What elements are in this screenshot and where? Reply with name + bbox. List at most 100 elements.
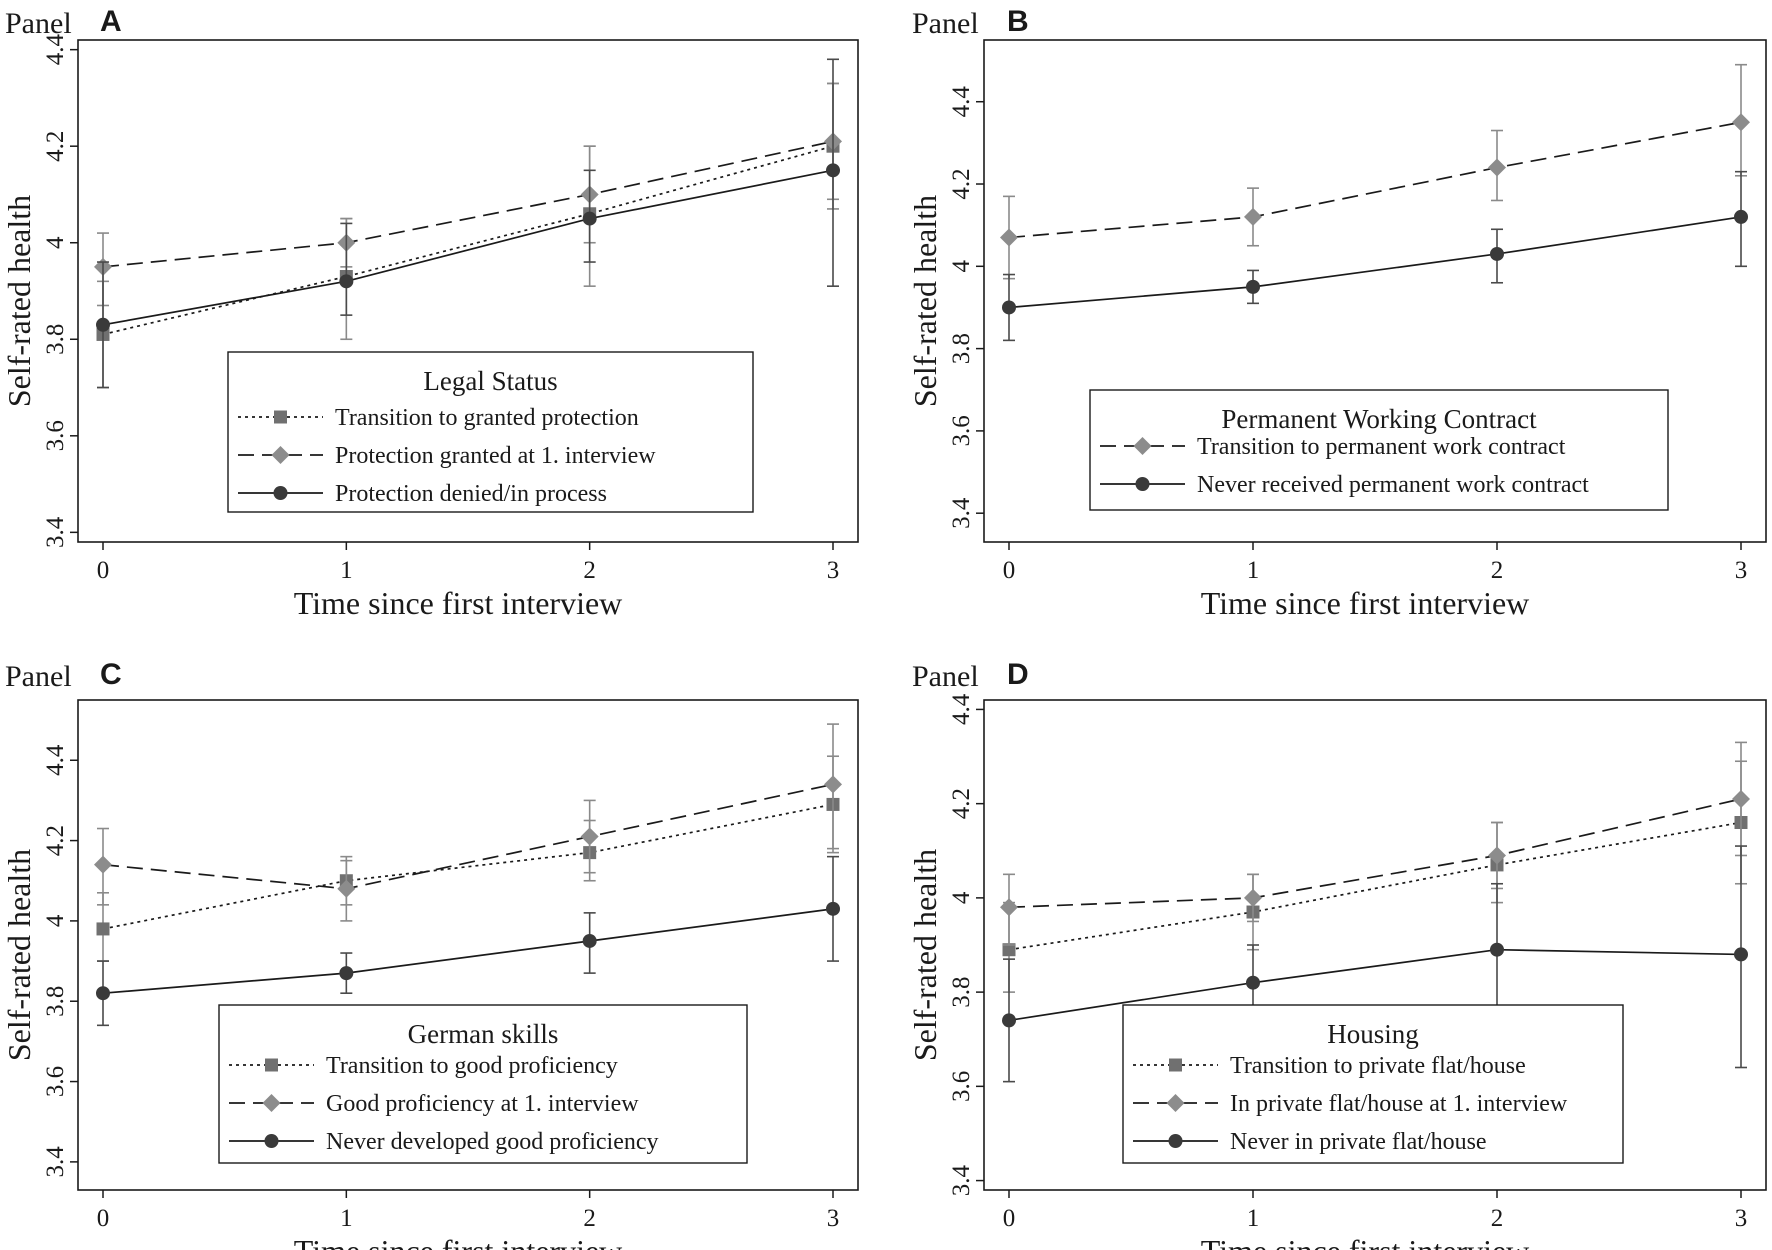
series-2 [94, 723, 842, 922]
legend-label: Transition to permanent work contract [1197, 434, 1566, 460]
data-point [1734, 209, 1748, 224]
legend-label: Transition to good proficiency [326, 1053, 618, 1079]
y-tick-label: 4 [42, 236, 69, 249]
panel-letter: B [1007, 5, 1029, 38]
legend-box [1089, 389, 1669, 511]
legend-label: Transition to granted protection [335, 405, 639, 431]
x-tick-label: 1 [1247, 1205, 1260, 1232]
series-line [1008, 948, 1742, 1022]
series-2 [1000, 741, 1750, 946]
x-tick-label: 0 [1003, 557, 1016, 584]
series-1 [96, 82, 840, 389]
panel-label: Panel [5, 660, 72, 693]
x-tick-label: 0 [97, 557, 110, 584]
legend-box [227, 351, 754, 513]
series-line [1008, 216, 1742, 309]
series-3 [1002, 845, 1748, 1083]
y-tick-label: 4.4 [42, 744, 69, 776]
series-1 [1000, 63, 1750, 280]
data-point [826, 163, 840, 178]
legend-marker [262, 1094, 281, 1112]
data-point [339, 274, 354, 289]
series-line [102, 803, 834, 930]
panel-letter: A [100, 5, 122, 38]
y-tick-label: 3.6 [948, 1071, 975, 1102]
data-point [1002, 1013, 1016, 1028]
plot-frame [983, 39, 1767, 543]
legend-marker [274, 410, 287, 424]
legend-box [1122, 1004, 1624, 1164]
legend-title: German skills [408, 1019, 559, 1049]
legend-box [218, 1004, 748, 1164]
data-point [96, 317, 110, 332]
legend-label: Protection denied/in process [335, 481, 607, 507]
data-point [1246, 975, 1260, 990]
data-point [96, 922, 110, 936]
data-point [1000, 228, 1018, 247]
y-tick-label: 4 [948, 260, 975, 273]
legend-marker [265, 1058, 278, 1072]
x-axis-title: Time since first interview [1201, 1233, 1530, 1250]
x-tick-label: 3 [827, 1205, 840, 1232]
x-tick-label: 0 [97, 1205, 110, 1232]
data-point [580, 827, 599, 846]
x-tick-label: 1 [340, 1205, 353, 1232]
series-line [1008, 121, 1742, 239]
series-line [102, 908, 834, 995]
data-point [824, 775, 842, 794]
y-axis-title: Self-rated health [1, 849, 37, 1061]
panel-a: Panel A 3.4 3.6 3.8 4 4.2 4.4 0 1 2 3 Time since fir… [1, 5, 859, 621]
data-point [1490, 246, 1504, 261]
x-tick-label: 0 [1003, 1205, 1016, 1232]
data-point [1490, 942, 1504, 957]
legend-label: Transition to private flat/house [1230, 1053, 1526, 1079]
panel-c: Panel C 3.4 3.6 3.8 4 4.2 4.4 0 1 2 3 Time since fir… [1, 658, 859, 1250]
legend-marker [1169, 1058, 1182, 1072]
y-tick-label: 3.8 [948, 976, 975, 1007]
y-axis-title: Self-rated health [907, 849, 943, 1061]
series-line [102, 140, 834, 268]
series-3 [96, 855, 840, 1027]
series-2 [1002, 170, 1748, 342]
x-tick-label: 2 [583, 1205, 596, 1232]
legend: Legal Status Transition to granted protec… [227, 351, 754, 513]
panel-d: Panel D 3.4 3.6 3.8 4 4.2 4.4 0 1 2 3 Time since fir… [907, 658, 1767, 1250]
data-point [1734, 947, 1748, 962]
legend-label: Protection granted at 1. interview [335, 443, 656, 469]
y-tick-label: 4.4 [948, 693, 975, 725]
legend-marker [1168, 1134, 1183, 1148]
data-point [1000, 898, 1018, 917]
legend-marker [264, 1134, 279, 1148]
y-tick-label: 3.6 [948, 415, 975, 446]
legend-marker [1135, 477, 1150, 491]
panel-label: Panel [5, 7, 72, 40]
plot-frame [983, 699, 1767, 1191]
data-point [582, 933, 597, 948]
x-axis-title: Time since first interview [1201, 585, 1530, 621]
y-tick-label: 3.4 [948, 497, 975, 529]
x-tick-label: 3 [827, 557, 840, 584]
plot-frame [77, 699, 859, 1191]
x-axis-title: Time since first interview [294, 585, 623, 621]
y-tick-label: 4.4 [948, 86, 975, 118]
data-point [582, 211, 597, 226]
y-tick-label: 4 [948, 891, 975, 904]
series-line [1008, 821, 1742, 951]
y-tick-label: 4 [42, 914, 69, 927]
legend-label: In private flat/house at 1. interview [1230, 1091, 1568, 1117]
panel-b: Panel B 3.4 3.6 3.8 4 4.2 4.4 0 1 2 3 Time since fir… [907, 5, 1767, 621]
y-tick-label: 4.2 [42, 131, 69, 162]
data-point [1732, 113, 1750, 132]
series-line [1008, 798, 1742, 909]
data-point [1002, 943, 1016, 957]
x-tick-label: 3 [1735, 557, 1748, 584]
legend-marker [1133, 437, 1152, 455]
series-3 [96, 58, 840, 389]
x-tick-label: 1 [340, 557, 353, 584]
legend-title: Permanent Working Contract [1221, 404, 1537, 434]
legend-label: Never in private flat/house [1230, 1129, 1487, 1155]
x-tick-label: 2 [1491, 557, 1504, 584]
y-tick-label: 4.2 [948, 168, 975, 199]
panel-letter: D [1007, 658, 1029, 691]
data-point [1246, 279, 1260, 294]
